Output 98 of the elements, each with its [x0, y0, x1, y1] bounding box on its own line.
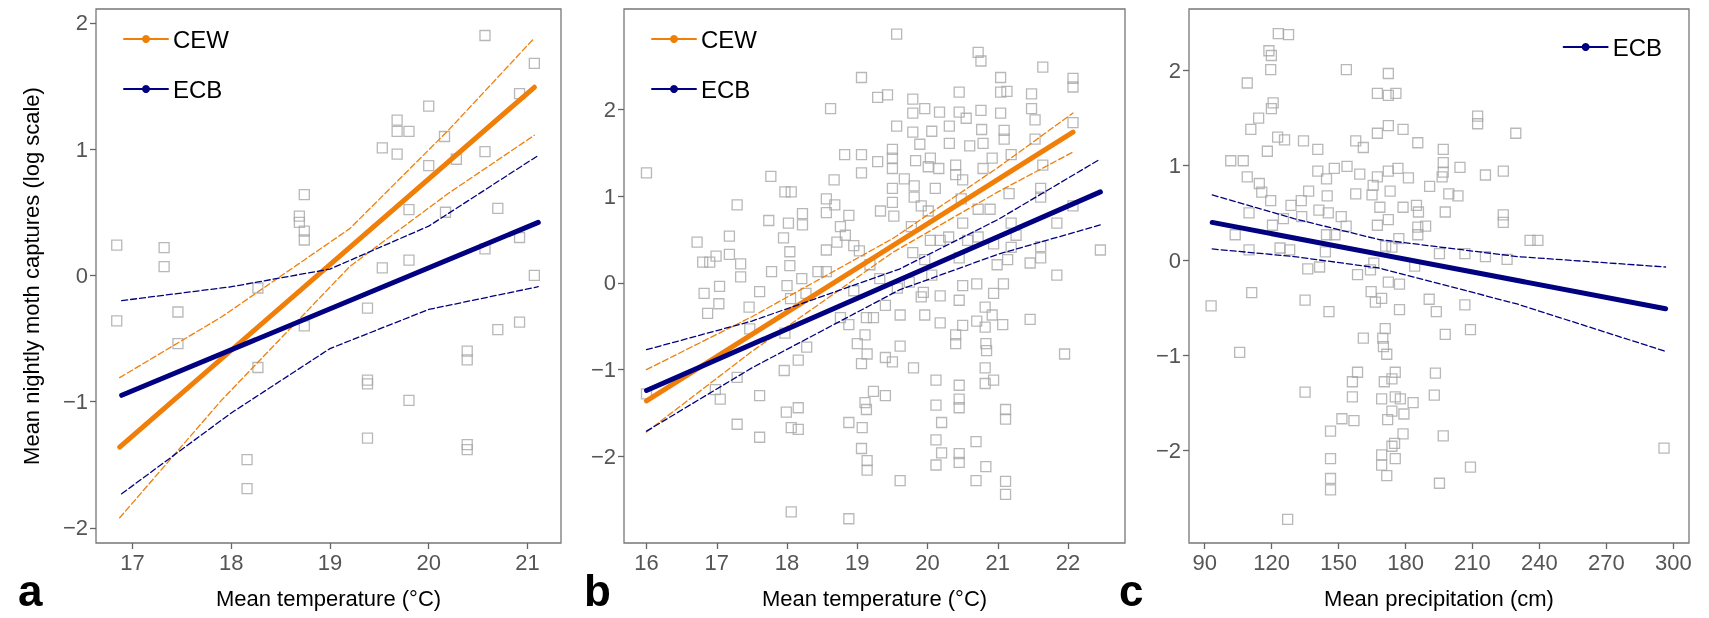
line-series: [1211, 194, 1667, 268]
x-axis-title: Mean temperature (°C): [215, 585, 442, 611]
point: [528, 269, 540, 282]
x-tick-label: 120: [1253, 549, 1290, 575]
point: [361, 378, 374, 390]
text: b: [584, 565, 611, 615]
point: [252, 282, 264, 294]
x-tick-label: 17: [704, 549, 729, 575]
x-tick-label: 18: [774, 549, 800, 575]
legend-label: ECB: [1612, 33, 1663, 61]
point: [111, 315, 123, 327]
x-tick-label: 16: [634, 549, 659, 575]
point: [252, 361, 264, 374]
point: [158, 241, 170, 254]
x-tick-label: 210: [1454, 549, 1491, 575]
line-series: [121, 286, 539, 495]
point: [403, 125, 415, 138]
point: [361, 374, 374, 386]
point: [403, 254, 415, 266]
x-tick-label: 21: [515, 549, 540, 575]
point: [172, 306, 184, 318]
y-tick-label: 1: [75, 136, 88, 162]
y-axis-title: Mean nightly moth captures (log scale): [18, 87, 44, 465]
point: [513, 316, 526, 328]
point: [423, 100, 435, 112]
point: [298, 188, 310, 201]
y-tick-label: 1: [603, 183, 616, 209]
y-tick-label: 2: [603, 97, 616, 123]
y-tick-label: 0: [75, 262, 88, 288]
point: [461, 354, 473, 366]
y-tick-label: −2: [62, 515, 88, 541]
point: [461, 438, 473, 451]
point: [492, 324, 504, 336]
x-tick-label: 150: [1320, 549, 1357, 575]
y-tick-label: −2: [1155, 437, 1181, 463]
point: [403, 394, 415, 406]
x-tick-label: 17: [120, 549, 145, 575]
line-series: [119, 134, 535, 519]
point: [439, 206, 452, 218]
point: [241, 483, 253, 495]
point: [492, 202, 504, 215]
text: c: [1119, 565, 1144, 615]
point: [361, 432, 374, 444]
x-tick-label: 22: [1055, 549, 1081, 575]
y-tick-label: 2: [75, 10, 88, 36]
text: a: [18, 565, 43, 615]
point: [391, 148, 403, 160]
x-tick-label: 20: [915, 549, 940, 575]
point: [298, 234, 310, 246]
legend-label: ECB: [173, 75, 223, 103]
x-tick-label: 300: [1655, 549, 1692, 575]
legend-label: CEW: [701, 25, 758, 53]
point: [376, 262, 388, 274]
point: [298, 225, 310, 237]
point: [461, 345, 473, 357]
y-tick-label: 1: [1168, 153, 1181, 178]
line-series: [645, 224, 1102, 432]
x-tick-label: 21: [985, 549, 1011, 575]
y-tick-label: −1: [62, 389, 88, 415]
x-tick-label: 20: [416, 549, 441, 575]
point: [391, 114, 403, 126]
point: [461, 443, 473, 456]
x-tick-label: 180: [1387, 549, 1424, 575]
y-tick-label: 0: [603, 270, 616, 296]
x-axis-title: Mean temperature (°C): [761, 585, 988, 611]
point: [479, 29, 491, 42]
line-series: [645, 158, 1102, 351]
point: [391, 125, 403, 138]
point: [376, 142, 388, 154]
point: [241, 454, 253, 466]
x-tick-label: 270: [1588, 549, 1625, 575]
x-tick-label: 90: [1192, 549, 1217, 575]
x-tick-label: 240: [1521, 549, 1558, 575]
line-series: [121, 154, 539, 302]
point: [158, 260, 170, 273]
point: [423, 159, 435, 172]
x-tick-label: 19: [845, 549, 870, 575]
point: [293, 210, 306, 222]
x-tick-label: 18: [219, 549, 244, 575]
point: [172, 337, 184, 350]
y-tick-label: −2: [590, 443, 616, 469]
line-series: [645, 151, 1074, 433]
y-tick-label: −1: [590, 357, 616, 383]
line-series: [645, 112, 1074, 371]
x-tick-label: 19: [317, 549, 343, 575]
y-tick-label: 2: [1168, 58, 1181, 84]
point: [479, 146, 491, 158]
x-axis-title: Mean precipitation (cm): [1324, 585, 1554, 611]
legend-label: ECB: [701, 75, 751, 103]
point: [293, 216, 306, 228]
point: [361, 302, 374, 314]
point: [403, 204, 415, 216]
point: [528, 57, 540, 69]
legend-label: CEW: [173, 25, 230, 53]
point: [111, 239, 123, 251]
y-tick-label: 0: [1168, 247, 1181, 273]
y-tick-label: −1: [1155, 342, 1181, 368]
point: [438, 130, 451, 143]
